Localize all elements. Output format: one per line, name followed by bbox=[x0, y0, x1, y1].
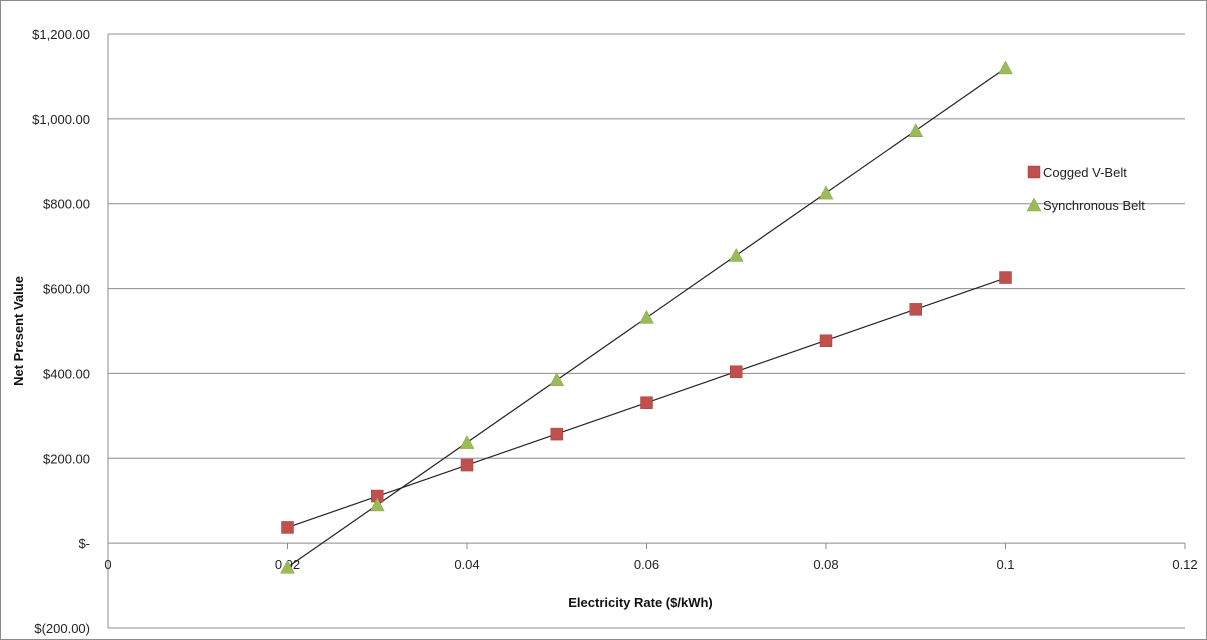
cogged-v-belt-point bbox=[550, 427, 563, 441]
x-tick-label: 0.12 bbox=[1172, 557, 1197, 572]
y-axis-title: Net Present Value bbox=[11, 276, 26, 386]
cogged-v-belt-point bbox=[281, 521, 294, 534]
synchronous-belt-point bbox=[998, 60, 1013, 75]
gridlines bbox=[108, 33, 1185, 629]
x-tick-label: 0.04 bbox=[454, 557, 479, 572]
cogged-v-belt-point bbox=[909, 303, 922, 316]
synchronous-belt-point bbox=[908, 123, 924, 137]
legend-marker-cogged-v-belt bbox=[1027, 165, 1041, 179]
cogged-v-belt-point bbox=[999, 271, 1012, 284]
synchronous-belt-point bbox=[280, 559, 295, 574]
x-tick-label: 0.1 bbox=[996, 557, 1014, 572]
synchronous-belt-point bbox=[818, 185, 834, 200]
synchronous-belt-point bbox=[459, 435, 475, 449]
x-axis-title: Electricity Rate ($/kWh) bbox=[568, 595, 713, 610]
y-tick-label: $400.00 bbox=[43, 366, 90, 381]
synchronous-belt-point bbox=[549, 372, 565, 387]
legend-label: Synchronous Belt bbox=[1043, 198, 1145, 213]
legend-label: Cogged V-Belt bbox=[1043, 165, 1127, 180]
axes: $(200.00) $- $200.00 $400.00 $600.00 $800.00 $… bbox=[32, 27, 1198, 636]
y-tick-label: $800.00 bbox=[43, 197, 90, 212]
x-tick-label: 0.06 bbox=[634, 557, 659, 572]
legend-marker-synchronous-belt bbox=[1026, 197, 1042, 212]
legend: Cogged V-Belt Synchronous Belt bbox=[1026, 165, 1145, 213]
synchronous-belt-point bbox=[728, 247, 744, 262]
y-tick-label: $1,200.00 bbox=[32, 27, 90, 42]
x-tick-label: 0 bbox=[104, 557, 111, 572]
data-points bbox=[280, 60, 1013, 574]
cogged-v-belt-point bbox=[460, 458, 474, 472]
cogged-v-belt-point bbox=[730, 365, 743, 378]
y-tick-label: $200.00 bbox=[43, 451, 90, 466]
y-tick-label: $600.00 bbox=[43, 282, 90, 297]
y-tick-label: $1,000.00 bbox=[32, 112, 90, 127]
y-tick-label: $- bbox=[78, 536, 90, 551]
synchronous-belt-point bbox=[369, 497, 385, 512]
cogged-v-belt-point bbox=[640, 396, 653, 409]
synchronous-belt-point bbox=[639, 309, 654, 324]
x-tick-label: 0.08 bbox=[813, 557, 838, 572]
y-tick-label: $(200.00) bbox=[34, 621, 90, 636]
cogged-v-belt-point bbox=[819, 334, 833, 348]
